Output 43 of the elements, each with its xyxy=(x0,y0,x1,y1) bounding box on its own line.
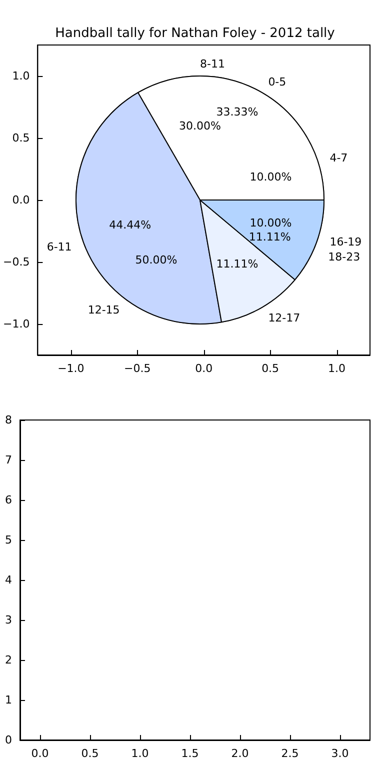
slice-label: 8-11 xyxy=(200,57,225,70)
slice-label: 12-15 xyxy=(88,304,120,317)
data-label: 33.33% xyxy=(216,105,258,118)
y-tick-label: 1 xyxy=(5,694,12,706)
x-tick-label: 2.0 xyxy=(231,747,249,760)
y-tick-label: −0.5 xyxy=(2,256,30,268)
y-tick-label: 5 xyxy=(5,534,12,546)
y-tick-label: 0.5 xyxy=(12,132,30,144)
y-tick-label: 0.0 xyxy=(12,194,30,206)
x-tick-label: 3.0 xyxy=(331,747,349,760)
y-tick-label: 6 xyxy=(5,494,12,506)
data-label: 44.44% xyxy=(109,218,152,232)
y-tick-label: 4 xyxy=(5,574,12,586)
x-tick-label: 0.0 xyxy=(195,362,213,375)
x-tick-label: 1.0 xyxy=(131,747,149,760)
x-tick-label: 0.5 xyxy=(81,747,99,760)
slice-label: 4-7 xyxy=(330,151,348,164)
x-tick-label: 0.0 xyxy=(31,747,49,760)
data-label: 10.00% xyxy=(250,170,292,184)
x-tick-label: 2.5 xyxy=(281,747,299,760)
slice-label: 6-11 xyxy=(46,240,72,254)
x-tick-label: −1.0 xyxy=(58,362,84,375)
y-tick-label: 8 xyxy=(5,414,12,426)
data-label: 11.11% xyxy=(216,258,258,271)
slice-label: 12-17 xyxy=(268,312,300,325)
y-tick-label: 7 xyxy=(5,454,12,466)
data-label: 30.00% xyxy=(179,119,221,132)
y-tick-label: 3 xyxy=(5,614,12,626)
data-label: 11.11% xyxy=(248,230,291,244)
y-tick-label: 0 xyxy=(5,734,12,746)
data-label: 10.00% xyxy=(250,216,292,230)
x-tick-label: 1.5 xyxy=(181,747,199,760)
slice-label: 0-5 xyxy=(268,75,286,88)
x-tick-label: −0.5 xyxy=(124,362,151,375)
data-label: 50.00% xyxy=(135,254,178,267)
x-tick-label: 1.0 xyxy=(328,362,346,375)
y-tick-label: 2 xyxy=(5,654,12,666)
y-tick-label: −1.0 xyxy=(2,318,30,330)
slice-label: 16-19 xyxy=(330,236,362,249)
chart-title: Handball tally for Nathan Foley - 2012 tally xyxy=(55,26,336,41)
slice-label: 18-23 xyxy=(328,250,360,264)
x-tick-label: 0.5 xyxy=(262,362,280,375)
y-tick-label: 1.0 xyxy=(12,70,30,82)
